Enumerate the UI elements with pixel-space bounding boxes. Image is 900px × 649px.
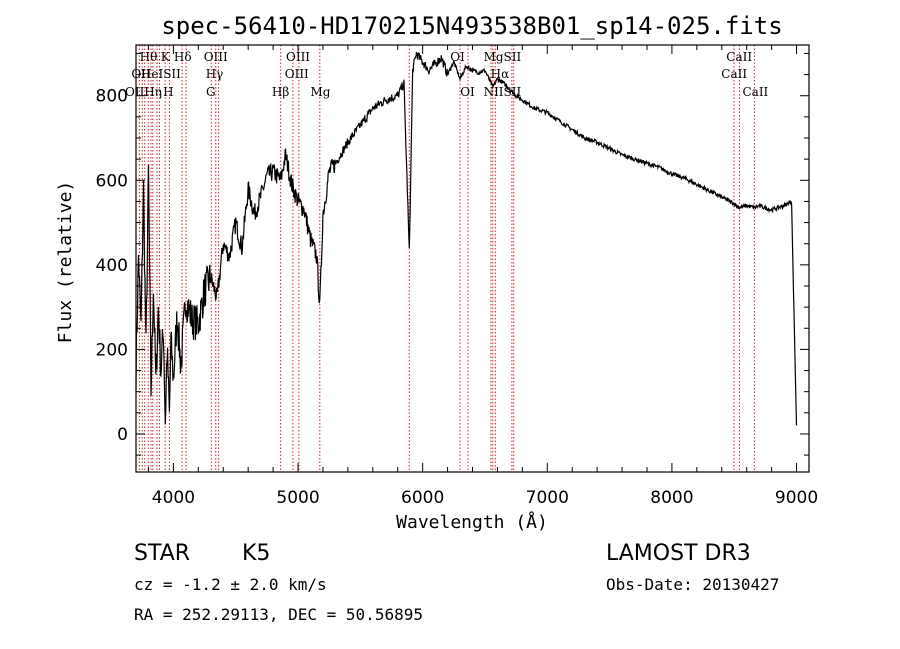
line-marker-label: Hα <box>491 67 510 81</box>
x-tick-label: 4000 <box>152 488 195 508</box>
line-marker-label: K <box>161 50 171 64</box>
line-marker-label: OIII <box>285 67 309 81</box>
line-marker-label: NIISII <box>484 85 522 99</box>
line-marker-label: H <box>163 85 173 99</box>
line-marker-label: OI <box>450 50 465 64</box>
line-marker-label: OIII <box>204 50 228 64</box>
line-marker-label: Hθ <box>140 50 158 64</box>
plot-frame <box>135 44 810 473</box>
y-tick-label: 600 <box>96 171 128 191</box>
line-marker-label: MgSII <box>484 50 522 64</box>
object-subclass: K5 <box>242 541 270 566</box>
y-tick-label: 200 <box>96 340 128 360</box>
line-marker-label: Hδ <box>174 50 192 64</box>
y-tick-label: 400 <box>96 256 128 276</box>
line-marker-label: OI <box>460 85 475 99</box>
line-marker-label: OIIHη <box>125 85 162 99</box>
x-tick-label: 7000 <box>526 488 569 508</box>
x-tick-label: 5000 <box>276 488 319 508</box>
survey-name: LAMOST DR3 <box>606 541 751 566</box>
line-marker-label: Mg <box>310 85 330 99</box>
coordinates: RA = 252.29113, DEC = 50.56895 <box>134 605 423 624</box>
x-tick-label: 6000 <box>401 488 444 508</box>
line-markers <box>138 45 755 472</box>
x-axis-label: Wavelength (Å) <box>396 511 548 533</box>
y-tick-label: 800 <box>96 87 128 107</box>
redshift-velocity: cz = -1.2 ± 2.0 km/s <box>134 575 327 594</box>
line-marker-label: CaII <box>726 50 752 64</box>
line-marker-label: OIII <box>286 50 310 64</box>
y-tick-label: 0 <box>117 425 128 445</box>
chart-title: spec-56410-HD170215N493538B01_sp14-025.f… <box>161 12 782 40</box>
line-marker-label: G <box>206 85 216 99</box>
line-marker-label: CaII <box>721 67 747 81</box>
y-axis-label: Flux (relative) <box>55 181 76 344</box>
x-axis-ticks: 4000 5000 6000 7000 8000 9000 <box>147 45 818 508</box>
line-marker-label: CaII <box>742 85 768 99</box>
y-axis-ticks: 0 200 400 600 800 <box>96 52 809 456</box>
object-class: STAR <box>134 541 190 566</box>
observation-date: Obs-Date: 20130427 <box>606 575 779 594</box>
line-marker-label: Hγ <box>206 67 224 81</box>
spectrum-line <box>135 51 798 426</box>
line-marker-label: Hβ <box>272 85 289 99</box>
x-tick-label: 8000 <box>650 488 693 508</box>
line-marker-label: HeISII <box>141 67 181 81</box>
x-tick-label: 9000 <box>775 488 818 508</box>
